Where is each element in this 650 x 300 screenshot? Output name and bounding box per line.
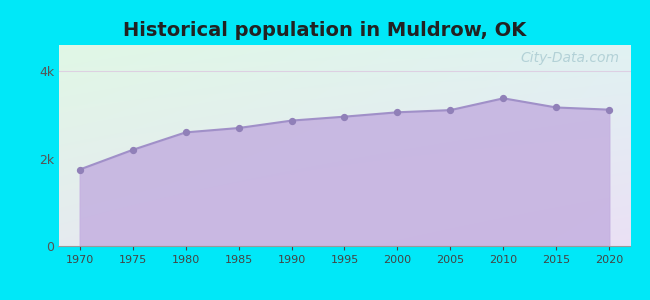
Point — [127, 148, 138, 152]
Text: City-Data.com: City-Data.com — [520, 51, 619, 65]
Text: Historical population in Muldrow, OK: Historical population in Muldrow, OK — [124, 21, 526, 40]
Point — [445, 108, 456, 112]
Point — [498, 96, 508, 101]
Point — [551, 105, 562, 110]
Point — [339, 114, 350, 119]
Point — [604, 107, 614, 112]
Point — [233, 126, 244, 130]
Point — [181, 130, 191, 135]
Point — [392, 110, 402, 115]
Point — [287, 118, 297, 123]
Point — [75, 167, 85, 172]
